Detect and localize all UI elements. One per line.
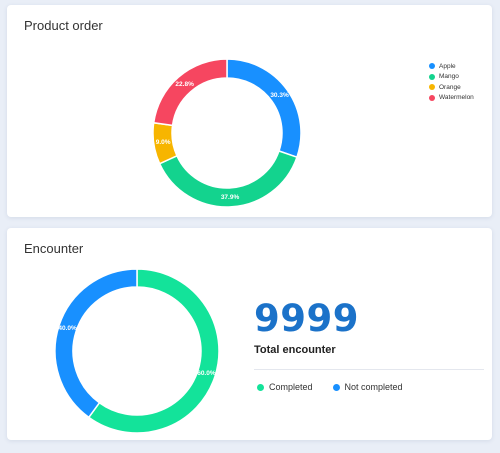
slice-label-watermelon: 22.8% [175,81,194,88]
slice-label-completed: 60.0% [197,370,216,377]
legend-label: Completed [269,382,313,392]
legend-dot [257,383,264,391]
legend-item-orange[interactable]: Orange [429,82,474,93]
slice-label-orange: 9.0% [156,139,171,146]
legend-item-watermelon[interactable]: Watermelon [429,93,474,104]
product-order-title: Product order [24,18,103,33]
product-order-donut-chart: 30.3% 37.9% 9.0% 22.8% [152,58,302,208]
product-order-card: Product order 30.3% 37.9% 9.0% 22.8% Apple M… [7,5,492,217]
legend-label: Mango [439,73,459,81]
legend-label: Watermelon [439,94,474,102]
legend-item-apple[interactable]: Apple [429,61,474,72]
slice-watermelon[interactable] [152,58,228,127]
legend-dot [332,383,340,391]
slice-not-completed[interactable] [54,268,138,419]
encounter-legend: Completed Not completed [257,382,423,392]
legend-item-not-completed[interactable]: Not completed [332,382,403,392]
encounter-title: Encounter [24,241,84,256]
slice-label-apple: 30.3% [270,92,289,99]
legend-dot [429,84,435,91]
legend-item-mango[interactable]: Mango [429,72,474,83]
encounter-card: Encounter 60.0% 40.0% 9999 Total encounte… [7,228,492,440]
slice-label-not-completed: 40.0% [58,325,77,332]
legend-dot [429,73,435,80]
legend-dot [429,94,435,101]
legend-label: Apple [439,62,456,70]
encounter-stats: 9999 Total encounter [254,300,484,356]
total-encounter-label: Total encounter [254,344,336,356]
total-encounter-value: 9999 [254,297,359,340]
slice-label-mango: 37.9% [221,194,240,201]
legend-item-completed[interactable]: Completed [257,382,313,392]
legend-label: Not completed [344,382,403,392]
legend-label: Orange [439,83,461,91]
slice-apple[interactable] [226,58,302,159]
legend-dot [429,63,435,70]
divider [254,369,484,370]
product-order-legend: Apple Mango Orange Watermelon [429,61,474,103]
encounter-donut-chart: 60.0% 40.0% [54,268,220,434]
